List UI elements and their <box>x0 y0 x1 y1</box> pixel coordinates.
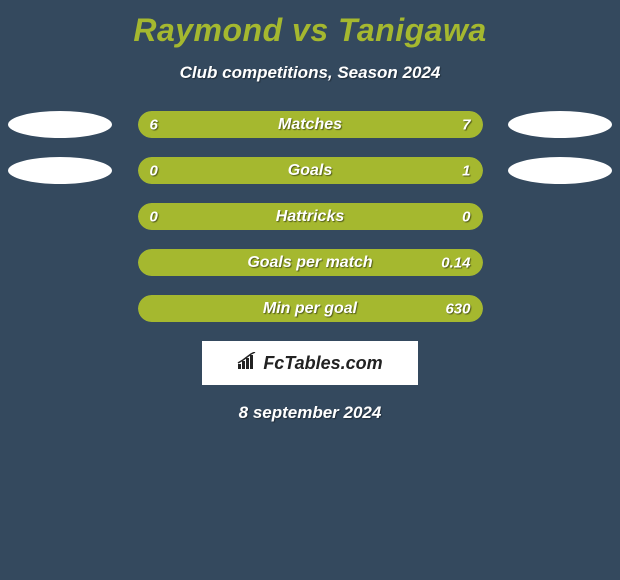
stat-bar: Goals per match 0.14 <box>138 249 483 276</box>
comparison-row: 0 Hattricks 0 <box>0 203 620 230</box>
stat-bar: 0 Goals 1 <box>138 157 483 184</box>
player-right-icon <box>508 111 612 138</box>
comparison-row: Goals per match 0.14 <box>0 249 620 276</box>
logo-text: FcTables.com <box>263 353 382 374</box>
stat-label: Goals per match <box>247 254 372 272</box>
bar-fill-right <box>200 157 483 184</box>
comparison-row: 6 Matches 7 <box>0 111 620 138</box>
chart-bars-icon <box>237 352 259 375</box>
player-left-icon <box>8 157 112 184</box>
stat-bar: Min per goal 630 <box>138 295 483 322</box>
bar-fill-left <box>138 111 297 138</box>
stat-value-right: 7 <box>462 116 470 133</box>
page-title: Raymond vs Tanigawa <box>0 0 620 49</box>
player-right-icon <box>508 157 612 184</box>
comparison-row: Min per goal 630 <box>0 295 620 322</box>
bar-fill-left <box>138 157 200 184</box>
stat-value-left: 6 <box>150 116 158 133</box>
stat-label: Hattricks <box>276 208 344 226</box>
stat-label: Matches <box>278 116 342 134</box>
stat-value-left: 0 <box>150 208 158 225</box>
stat-value-right: 0 <box>462 208 470 225</box>
stat-value-right: 630 <box>445 300 470 317</box>
stat-label: Goals <box>288 162 332 180</box>
stat-bar: 6 Matches 7 <box>138 111 483 138</box>
stat-value-right: 1 <box>462 162 470 179</box>
stat-bar: 0 Hattricks 0 <box>138 203 483 230</box>
date-text: 8 september 2024 <box>0 403 620 423</box>
player-left-icon <box>8 111 112 138</box>
comparison-rows: 6 Matches 7 0 Goals 1 0 Hattricks 0 Goals per mat… <box>0 111 620 322</box>
stat-value-left: 0 <box>150 162 158 179</box>
stat-value-right: 0.14 <box>441 254 470 271</box>
logo-box: FcTables.com <box>202 341 418 385</box>
comparison-row: 0 Goals 1 <box>0 157 620 184</box>
stat-label: Min per goal <box>263 300 357 318</box>
subtitle: Club competitions, Season 2024 <box>0 63 620 83</box>
